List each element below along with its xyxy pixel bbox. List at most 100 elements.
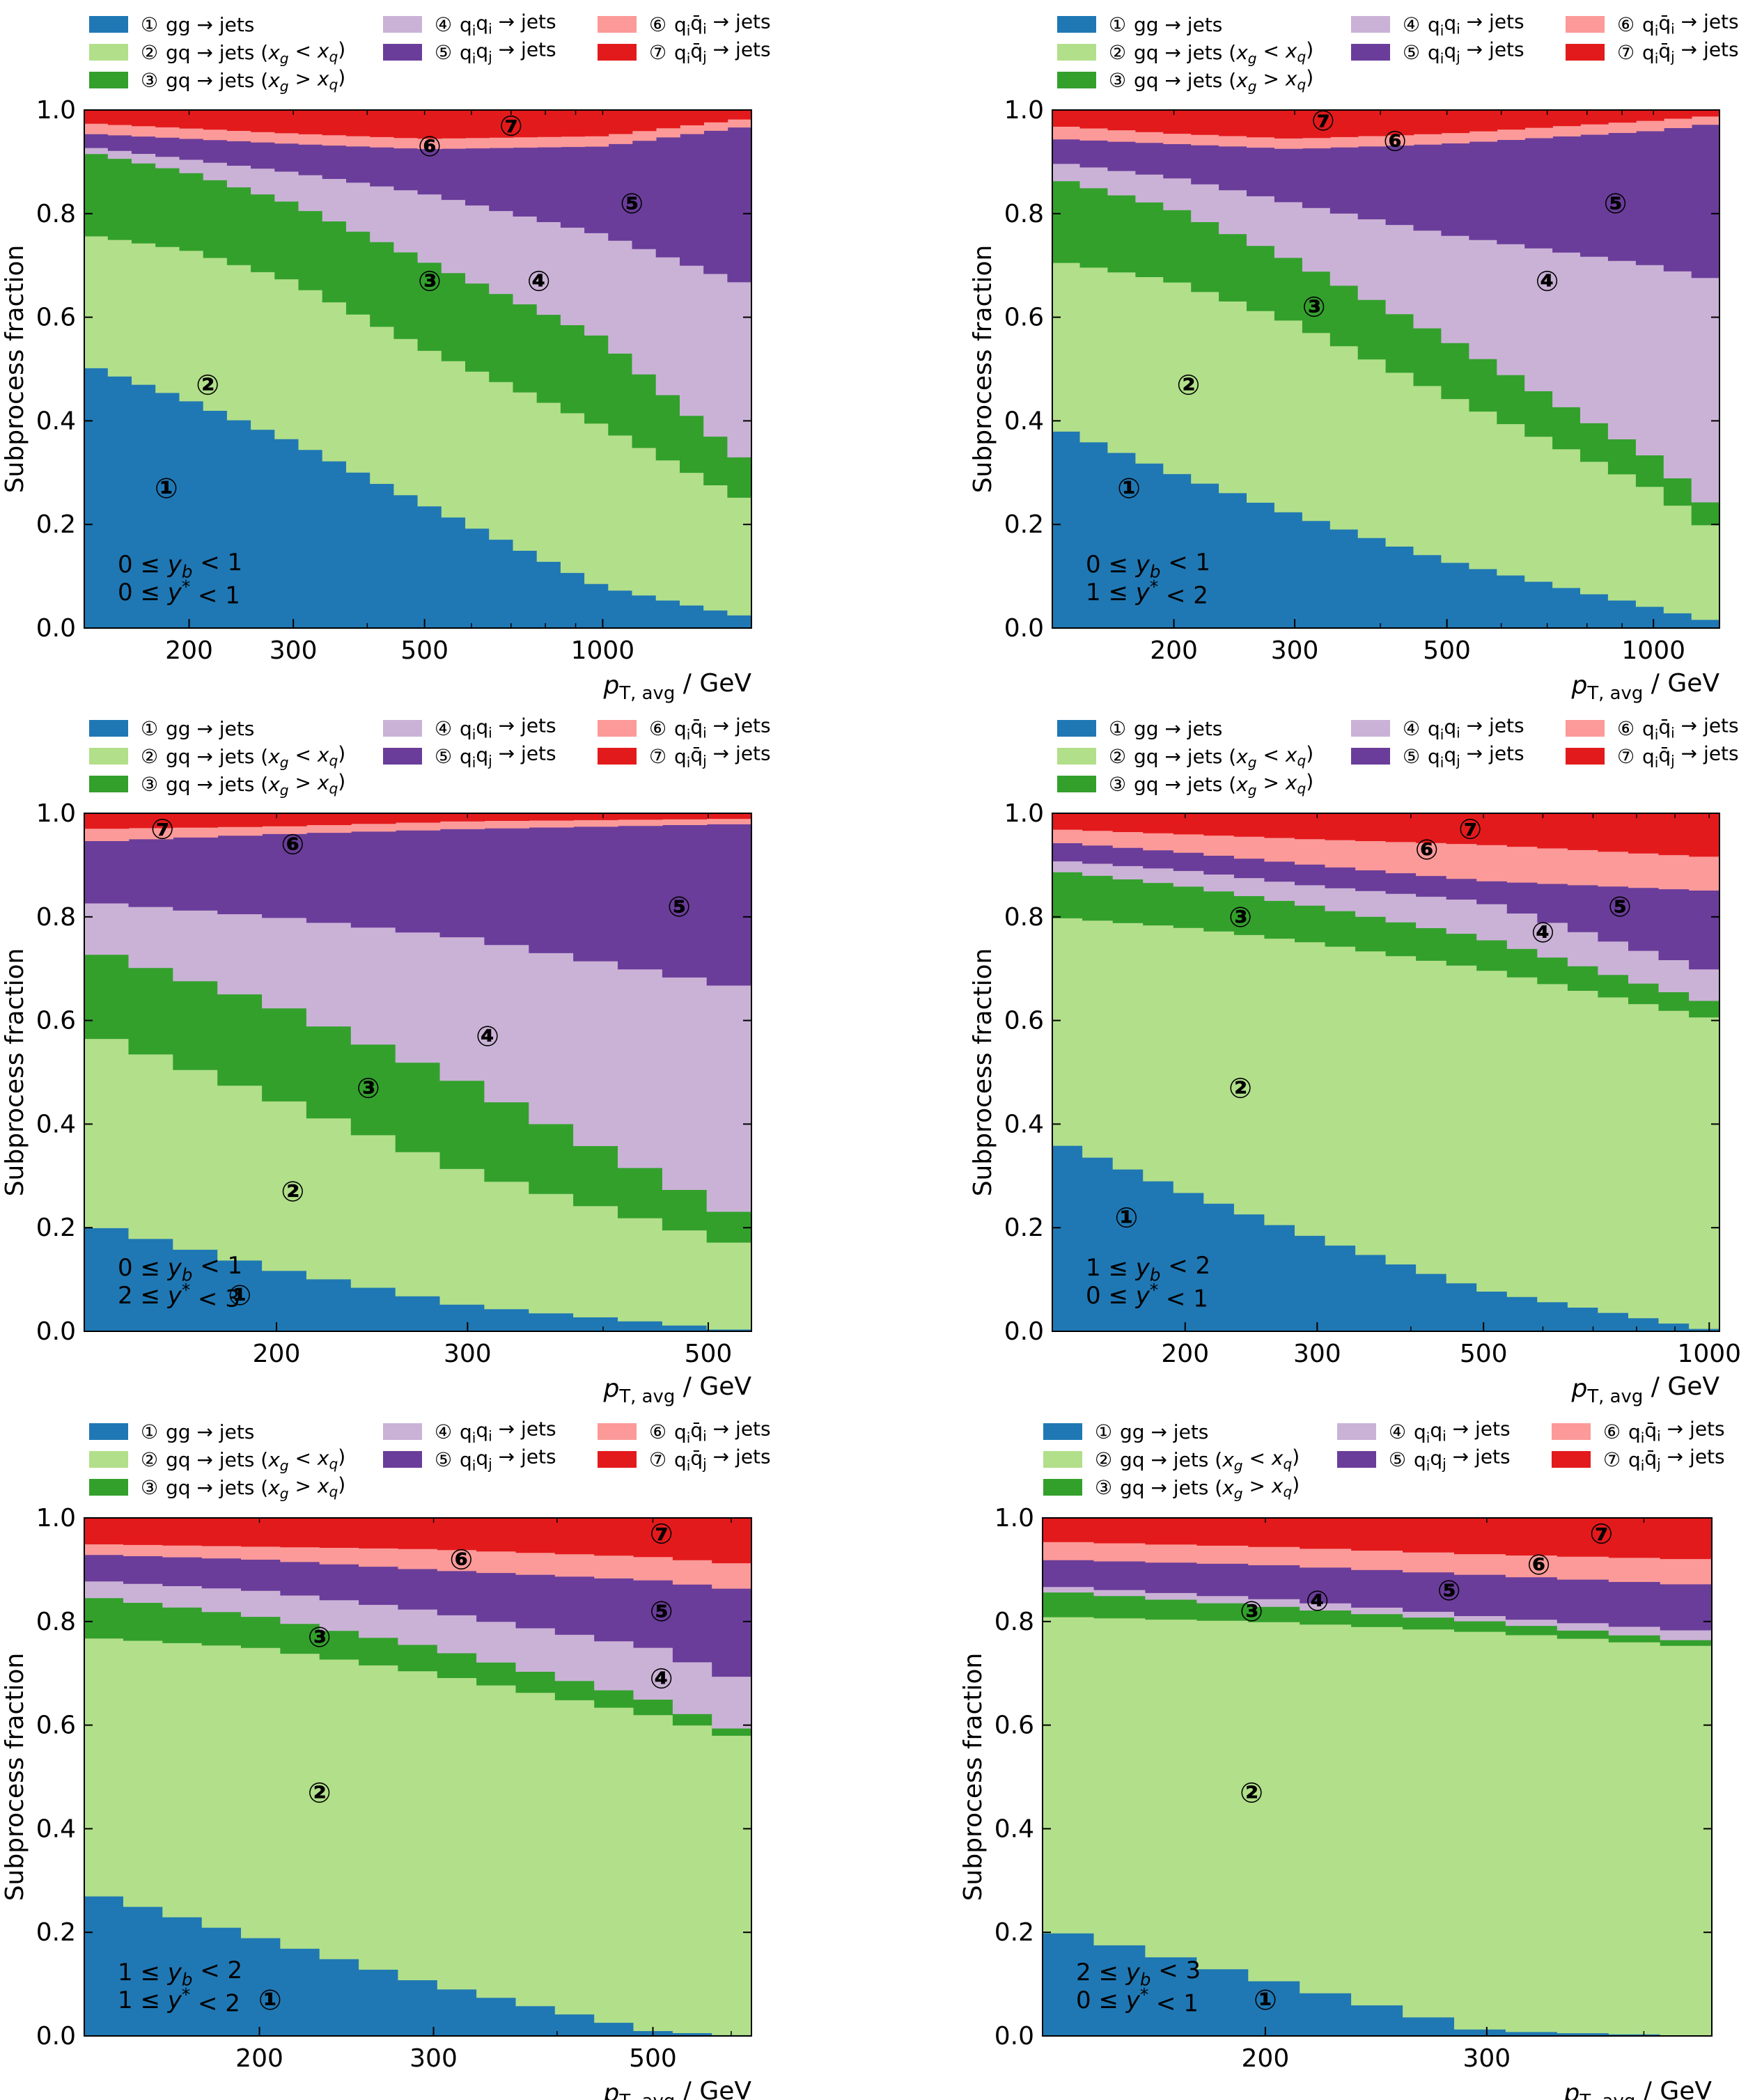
legend-label-1: gg → jets: [166, 717, 254, 740]
bin-annotation-yb: 2 ≤ yb < 3: [1076, 1957, 1201, 1989]
x-axis-label: pT, avg / GeV: [1571, 669, 1720, 704]
y-tick-label: 0.4: [36, 407, 76, 435]
legend-number-3: ③: [141, 773, 158, 796]
y-tick-label: 1.0: [36, 96, 76, 125]
bin-annotation-ystar: 0 ≤ y* < 1: [118, 577, 240, 609]
region-label-4: ④: [476, 1021, 499, 1053]
stacked-areas: [1052, 813, 1720, 1332]
legend: ① gg → jets ② gq → jets (xg < xq) ③ gq → jets…: [1043, 1417, 1725, 1502]
legend: ① gg → jets ② gq → jets (xg < xq) ③ gq → jets…: [89, 714, 771, 799]
x-tick-label: 1000: [1621, 636, 1685, 665]
y-tick-label: 1.0: [36, 799, 76, 828]
legend-swatch-3: [89, 776, 128, 792]
legend-label-5: qiqj → jets: [1428, 38, 1524, 67]
legend-label-4: qiqi → jets: [1414, 1417, 1511, 1446]
legend-number-4: ④: [1403, 13, 1420, 36]
legend-label-5: qiqj → jets: [1428, 742, 1524, 771]
stacked-areas: [84, 813, 752, 1332]
y-axis-label: Subprocess fraction: [1, 948, 29, 1197]
legend-swatch-7: [1566, 44, 1605, 61]
legend-label-6: qiq̄i → jets: [674, 714, 771, 743]
legend-swatch-4: [383, 1423, 422, 1440]
y-tick-label: 0.8: [994, 1608, 1034, 1636]
legend-label-4: qiqi → jets: [1428, 10, 1524, 39]
region-label-3: ③: [357, 1072, 380, 1104]
legend-swatch-3: [89, 72, 128, 88]
legend-swatch-4: [1351, 16, 1390, 33]
y-axis-label: Subprocess fraction: [969, 948, 997, 1197]
region-label-6: ⑥: [1415, 834, 1439, 866]
legend-swatch-7: [598, 748, 637, 765]
subplot-5: ① gg → jets ② gq → jets (xg < xq) ③ gq → jets…: [1, 1417, 771, 2100]
region-label-4: ④: [650, 1663, 673, 1695]
legend-label-7: qiq̄j → jets: [674, 742, 771, 771]
legend-number-1: ①: [1109, 717, 1126, 740]
subplot-1: ① gg → jets ② gq → jets (xg < xq) ③ gq → jets…: [1, 10, 771, 703]
legend-number-5: ⑤: [1403, 745, 1420, 768]
y-tick-label: 0.0: [36, 614, 76, 643]
y-tick-label: 0.4: [36, 1110, 76, 1138]
legend-label-1: gg → jets: [166, 13, 254, 36]
legend-number-7: ⑦: [1617, 745, 1635, 768]
region-label-1: ①: [258, 1984, 282, 2016]
legend-label-2: gq → jets (xg < xq): [1134, 38, 1313, 67]
y-tick-label: 0.0: [36, 2022, 76, 2051]
y-tick-label: 0.2: [1004, 510, 1044, 539]
plot-frame: [1042, 1517, 1713, 2037]
legend-swatch-4: [1337, 1423, 1376, 1440]
region-label-5: ⑤: [1604, 188, 1628, 220]
region-label-6: ⑥: [418, 131, 442, 163]
x-tick-label: 300: [1271, 636, 1319, 665]
region-label-7: ⑦: [1311, 105, 1335, 137]
y-tick-label: 0.0: [36, 1317, 76, 1346]
subplot-4: ① gg → jets ② gq → jets (xg < xq) ③ gq → jets…: [969, 714, 1741, 1406]
stacked-areas: [1042, 1517, 1713, 2037]
legend: ① gg → jets ② gq → jets (xg < xq) ③ gq → jets…: [1057, 10, 1739, 95]
legend-number-4: ④: [435, 717, 452, 740]
legend-number-6: ⑥: [649, 717, 666, 740]
region-label-7: ⑦: [1458, 813, 1482, 845]
legend-label-6: qiq̄i → jets: [1642, 714, 1739, 743]
legend-label-6: qiq̄i → jets: [674, 1417, 771, 1446]
legend: ① gg → jets ② gq → jets (xg < xq) ③ gq → jets…: [1057, 714, 1739, 799]
legend-number-4: ④: [435, 13, 452, 36]
x-tick-label: 200: [1150, 636, 1198, 665]
region-label-2: ②: [308, 1777, 332, 1809]
legend-label-2: gq → jets (xg < xq): [166, 38, 345, 67]
region-label-2: ②: [281, 1176, 304, 1208]
legend-label-2: gq → jets (xg < xq): [1134, 742, 1313, 771]
y-tick-label: 0.8: [36, 200, 76, 228]
legend-label-6: qiq̄i → jets: [1642, 10, 1739, 39]
y-tick-label: 0.8: [36, 903, 76, 932]
legend-number-4: ④: [435, 1420, 452, 1443]
legend-swatch-5: [1351, 748, 1390, 765]
region-label-7: ⑦: [650, 1518, 673, 1550]
plot-frame: [84, 1517, 752, 2037]
region-label-6: ⑥: [1383, 126, 1407, 158]
y-tick-label: 0.0: [1004, 1317, 1044, 1346]
legend-swatch-2: [1057, 748, 1096, 765]
legend-label-6: qiq̄i → jets: [674, 10, 771, 39]
y-tick-label: 0.6: [36, 1711, 76, 1740]
legend-number-4: ④: [1389, 1420, 1406, 1443]
legend-number-5: ⑤: [435, 745, 452, 768]
legend-label-7: qiq̄j → jets: [674, 1445, 771, 1474]
x-tick-label: 200: [1242, 2044, 1290, 2073]
legend-swatch-4: [383, 16, 422, 33]
y-tick-label: 0.0: [994, 2022, 1034, 2051]
legend-swatch-5: [1337, 1451, 1376, 1468]
legend-swatch-5: [383, 748, 422, 765]
region-label-2: ②: [1240, 1777, 1263, 1809]
bin-annotation-yb: 1 ≤ yb < 2: [118, 1957, 242, 1989]
legend-swatch-6: [598, 1423, 637, 1440]
stacked-areas: [1052, 109, 1720, 629]
legend-number-3: ③: [1095, 1476, 1112, 1499]
legend-swatch-4: [383, 720, 422, 737]
legend-number-6: ⑥: [1617, 717, 1635, 740]
region-label-5: ⑤: [667, 891, 691, 923]
x-tick-label: 200: [253, 1340, 301, 1368]
legend-swatch-6: [1566, 16, 1605, 33]
legend-number-6: ⑥: [649, 1420, 666, 1443]
legend-label-5: qiqj → jets: [460, 1445, 556, 1474]
x-tick-label: 300: [270, 636, 318, 665]
